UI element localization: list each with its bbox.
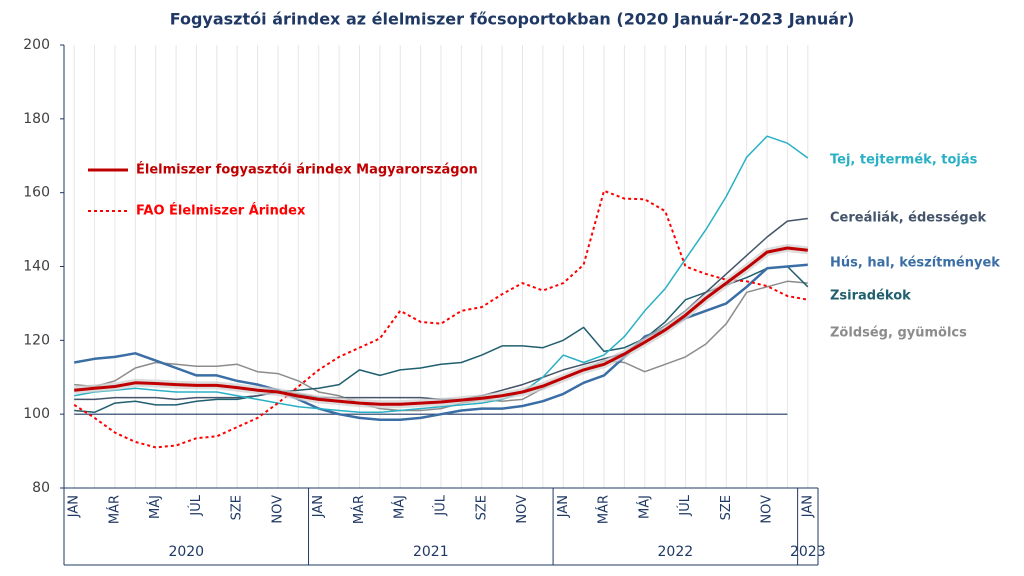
x-tick-label: JÚL (433, 494, 449, 516)
y-tick-label: 140 (23, 259, 50, 275)
x-tick-label: SZE (719, 495, 734, 520)
x-tick-label: JAN (311, 495, 326, 518)
y-tick-label: 160 (23, 185, 50, 201)
legend-label: Élelmiszer fogyasztói árindex Magyarorsz… (136, 162, 478, 178)
x-tick-label: NOV (270, 495, 285, 524)
series-end-label: Zsiradékok (830, 289, 911, 304)
x-tick-label: NOV (515, 495, 530, 524)
x-tick-label: JAN (556, 495, 571, 518)
series-line (74, 280, 808, 412)
x-tick-label: MÁJ (636, 495, 652, 519)
y-tick-label: 200 (23, 37, 50, 53)
year-label: 2021 (413, 544, 449, 560)
series-end-label: Tej, tejtermék, tojás (830, 153, 978, 168)
x-tick-label: NOV (760, 495, 775, 524)
y-tick-label: 80 (32, 480, 50, 496)
x-tick-label: JAN (67, 495, 82, 518)
x-tick-label: SZE (474, 495, 489, 520)
series-end-label: Hús, hal, készítmények (830, 256, 1000, 271)
chart-title: Fogyasztói árindex az élelmiszer főcsopo… (170, 10, 855, 29)
x-tick-label: MÁR (351, 495, 367, 524)
x-tick-label: JÚL (677, 494, 693, 516)
series-end-label: Cereáliák, édességek (830, 211, 987, 226)
y-tick-label: 180 (23, 111, 50, 127)
year-label: 2022 (658, 544, 694, 560)
x-tick-label: MÁJ (147, 495, 163, 519)
series-end-label: Zöldség, gyümölcs (830, 326, 967, 341)
series-line (74, 246, 808, 406)
legend-label: FAO Élelmiszer Árindex (136, 203, 306, 219)
x-tick-label: MÁR (106, 495, 122, 524)
series-line (73, 189, 808, 449)
x-tick-label: MÁR (596, 495, 612, 524)
y-tick-label: 120 (23, 332, 50, 348)
x-tick-label: JAN (800, 495, 815, 518)
series-line (74, 135, 809, 414)
year-label: 2020 (168, 544, 204, 560)
year-label: 2023 (790, 544, 826, 560)
x-tick-label: SZE (230, 495, 245, 520)
x-tick-label: MÁJ (392, 495, 408, 519)
x-tick-label: JÚL (188, 494, 204, 516)
series-line (74, 265, 809, 414)
y-tick-label: 100 (23, 406, 50, 422)
